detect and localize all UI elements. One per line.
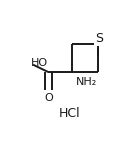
Text: S: S (95, 32, 103, 45)
Text: O: O (44, 93, 53, 103)
Text: HCl: HCl (58, 107, 80, 120)
Text: HO: HO (31, 58, 48, 68)
Text: NH₂: NH₂ (75, 77, 97, 87)
